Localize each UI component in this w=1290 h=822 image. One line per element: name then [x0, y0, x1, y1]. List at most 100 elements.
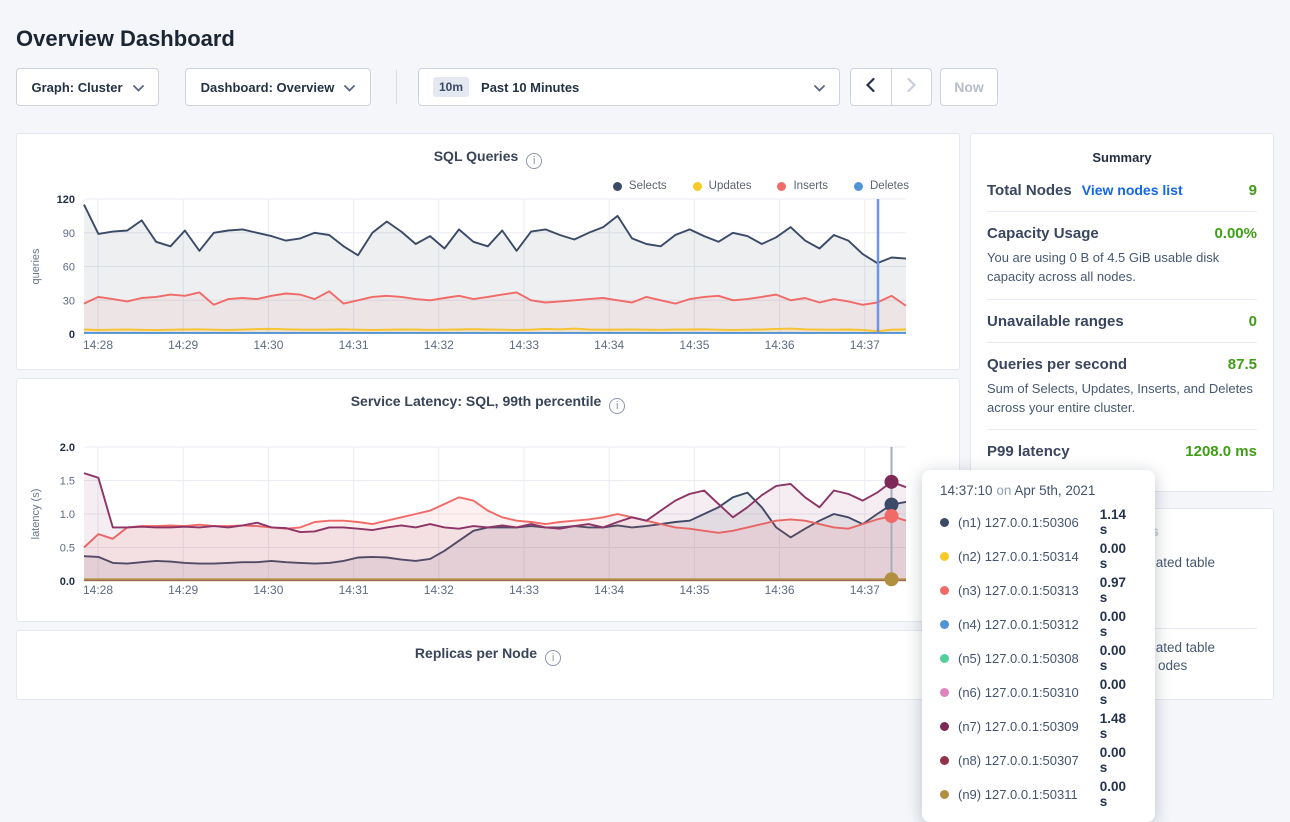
y-axis-tick: 90 [63, 228, 75, 240]
legend-item-selects[interactable]: Selects [612, 180, 667, 192]
event-text[interactable]: created table [1137, 640, 1216, 655]
y-axis-tick: 1.0 [60, 509, 75, 521]
legend-label: Selects [628, 180, 667, 192]
y-axis-label: latency (s) [30, 489, 42, 540]
summary-item-value: 0.00% [1214, 225, 1257, 242]
y-axis-tick: 0.5 [60, 543, 75, 555]
tooltip-row: (n1) 127.0.0.1:50306 1.14 s [922, 505, 1155, 539]
event-text[interactable]: odes [1158, 658, 1188, 673]
view-nodes-list-link[interactable]: View nodes list [1081, 182, 1183, 198]
series-area-n1 [84, 492, 906, 581]
dashboard-dropdown[interactable]: Dashboard: Overview [185, 68, 371, 106]
tooltip-row: (n6) 127.0.0.1:50310 0.00 s [922, 675, 1155, 709]
time-range-badge: 10m [433, 77, 470, 97]
series-line-inserts [83, 290, 907, 307]
tooltip-node-label: (n7) 127.0.0.1:50309 [958, 718, 1079, 734]
x-axis-tick: 14:30 [253, 338, 283, 352]
y-axis-label: queries [30, 248, 42, 285]
hover-point [884, 497, 899, 512]
series-color-dot [940, 619, 949, 629]
summary-item-label: Queries per second [987, 355, 1128, 373]
x-axis-tick: 14:28 [83, 338, 113, 352]
graph-dropdown[interactable]: Graph: Cluster [16, 68, 159, 106]
y-axis-tick: 1.5 [60, 476, 75, 488]
series-color-dot [940, 721, 949, 731]
x-axis-tick: 14:36 [765, 338, 795, 352]
legend-label: Inserts [793, 180, 828, 192]
next-range-button[interactable] [890, 69, 932, 105]
summary-item-value: 0 [1248, 312, 1257, 330]
x-axis-tick: 14:37 [850, 338, 880, 352]
now-button[interactable]: Now [940, 68, 998, 106]
series-color-dot [940, 789, 949, 799]
sql-queries-title: SQL Queries [17, 148, 959, 169]
summary-title: Summary [1092, 150, 1152, 165]
event-text[interactable]: created table [1137, 555, 1216, 570]
summary-item: Unavailable ranges 0 [987, 298, 1257, 342]
tooltip-node-value: 1.48 s [1099, 711, 1127, 741]
series-area-n3 [84, 497, 906, 581]
chevron-down-icon [814, 80, 825, 95]
tooltip-node-value: 0.00 s [1099, 677, 1127, 707]
summary-item-label: Unavailable ranges [987, 312, 1124, 330]
summary-item: Capacity Usage 0.00% You are using 0 B of … [987, 211, 1257, 299]
summary-item-label: P99 latency [987, 443, 1070, 461]
legend-color-dot [612, 181, 622, 191]
legend-label: Deletes [870, 180, 909, 192]
tooltip-row: (n7) 127.0.0.1:50309 1.48 s [922, 709, 1155, 743]
tooltip-timestamp: 14:37:10 on Apr 5th, 2021 [940, 483, 1096, 498]
chart-hover-tooltip: 14:37:10 on Apr 5th, 2021 (n1) 127.0.0.1… [922, 470, 1155, 822]
series-line-n1 [83, 491, 907, 565]
tooltip-node-value: 0.00 s [1099, 609, 1127, 639]
tooltip-node-value: 0.00 s [1099, 779, 1127, 809]
y-axis-tick: 120 [57, 194, 75, 206]
tooltip-node-label: (n4) 127.0.0.1:50312 [958, 616, 1079, 632]
tooltip-node-label: (n6) 127.0.0.1:50310 [958, 684, 1079, 700]
prev-range-button[interactable] [851, 69, 891, 105]
time-range-label: Past 10 Minutes [481, 79, 580, 95]
x-axis-tick: 14:29 [168, 338, 198, 352]
tooltip-rows: (n1) 127.0.0.1:50306 1.14 s (n2) 127.0.0.1… [922, 505, 1155, 811]
summary-item-value: 87.5 [1227, 355, 1257, 373]
summary-item: Total Nodes View nodes list 9 [987, 169, 1257, 211]
sql-queries-chart[interactable]: 14:28 14:29 14:30 14:31 14:32 14:33 14:34 14:35… [17, 189, 959, 367]
summary-items: Total Nodes View nodes list 9 Capacity Usag… [971, 169, 1273, 472]
x-axis-tick: 14:32 [424, 338, 454, 352]
summary-item: Queries per second 87.5 Sum of Selects, Up… [987, 341, 1257, 430]
tooltip-node-value: 0.00 s [1099, 541, 1127, 571]
legend-item-deletes[interactable]: Deletes [854, 180, 909, 192]
series-color-dot [940, 653, 949, 663]
legend-item-inserts[interactable]: Inserts [777, 180, 828, 192]
replicas-per-node-card: Replicas per Node [16, 630, 960, 700]
tooltip-row: (n4) 127.0.0.1:50312 0.00 s [922, 607, 1155, 641]
tooltip-node-label: (n2) 127.0.0.1:50314 [958, 548, 1079, 564]
series-line-n7 [83, 472, 907, 534]
tooltip-node-value: 0.97 s [1099, 575, 1127, 605]
y-axis-tick: 60 [63, 262, 75, 274]
tooltip-node-label: (n3) 127.0.0.1:50313 [958, 582, 1079, 598]
chevron-right-icon [907, 77, 916, 97]
tooltip-row: (n3) 127.0.0.1:50313 0.97 s [922, 573, 1155, 607]
service-latency-title: Service Latency: SQL, 99th percentile [17, 393, 959, 414]
summary-panel: Summary Total Nodes View nodes list 9 Capac… [970, 133, 1274, 492]
chevron-down-icon [344, 80, 356, 95]
time-range-dropdown[interactable]: 10m Past 10 Minutes [418, 68, 840, 106]
legend-item-updates[interactable]: Updates [692, 180, 751, 192]
summary-item-value: 9 [1248, 182, 1257, 199]
now-button-label: Now [954, 79, 984, 95]
info-icon[interactable] [609, 398, 626, 414]
summary-item-description: You are using 0 B of 4.5 GiB usable disk… [987, 250, 1220, 284]
hover-point [884, 572, 899, 587]
info-icon[interactable] [545, 650, 562, 666]
hover-point [884, 509, 899, 524]
service-latency-card: Service Latency: SQL, 99th percentile 14… [16, 378, 960, 622]
y-axis-tick: 2.0 [60, 442, 75, 454]
info-icon[interactable] [526, 153, 543, 169]
service-latency-chart[interactable]: 14:28 14:29 14:30 14:31 14:32 14:33 14:34 14:35… [17, 431, 959, 619]
x-axis-tick: 14:28 [83, 583, 113, 597]
series-area-inserts [84, 291, 906, 334]
summary-item-label: Capacity Usage [987, 225, 1099, 242]
tooltip-node-label: (n8) 127.0.0.1:50307 [958, 752, 1079, 768]
y-axis-tick: 0.0 [60, 576, 75, 588]
tooltip-node-value: 0.00 s [1099, 745, 1127, 775]
